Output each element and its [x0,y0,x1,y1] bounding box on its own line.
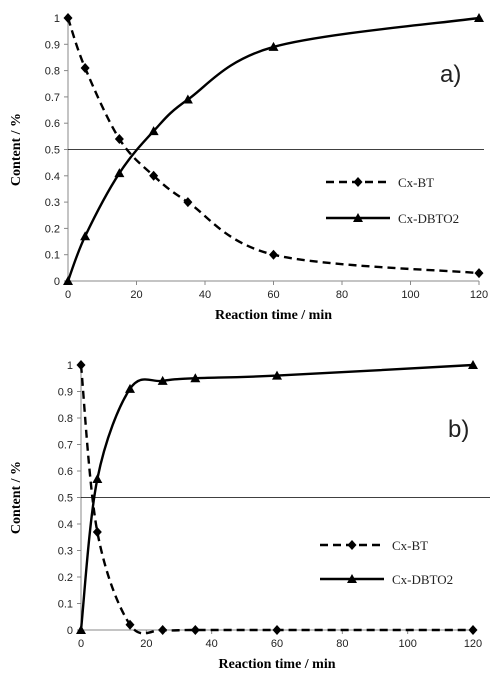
x-tick-label: 60 [271,638,283,650]
diamond-marker [125,619,135,630]
y-axis-title: Content / % [9,461,24,534]
diamond-marker [468,625,478,635]
x-tick-label: 20 [130,289,142,301]
legend-cx-bt-label: Cx-BT [392,538,428,553]
x-tick-label: 20 [140,638,152,650]
cx-bt-line [79,364,473,635]
y-tick-label: 0.4 [58,519,73,531]
y-tick-label: 0.6 [58,466,73,478]
x-tick-label: 100 [398,638,416,650]
x-axis-title: Reaction time / min [218,657,335,672]
y-tick-label: 0.3 [58,546,73,558]
x-tick-label: 0 [65,289,71,301]
legend-cx-dbto2-label: Cx-DBTO2 [392,572,453,587]
legend-cx-dbto2-marker [347,574,357,583]
triangle-marker [268,41,279,51]
diamond-marker [92,526,102,537]
legend-cx-dbto2-marker [353,213,363,222]
y-tick-label: 0.2 [45,223,60,235]
triangle-marker [92,473,103,483]
y-tick-label: 0.2 [58,572,73,584]
diamond-marker [114,133,124,144]
series-cx-bt [76,360,478,635]
x-tick-label: 40 [199,289,211,301]
chart-b: 0 0.1 0.2 0.3 0.4 0.5 0.6 0.7 0.8 0.9 1 0 20 40 60 80 10… [9,360,490,672]
y-axis-title: Content / % [9,113,24,186]
diamond-marker [474,268,484,279]
cx-bt-line [66,17,480,275]
diamond-marker [63,13,73,23]
x-tick-label: 120 [470,289,488,301]
y-tick-label: 0.7 [45,92,60,104]
diamond-marker [149,170,159,181]
chart-a: 0 0.1 0.2 0.3 0.4 0.5 0.6 0.7 0.8 0.9 1 0 20 40 60 80 10… [9,13,488,323]
y-tick-label: 0.9 [45,39,60,51]
y-tick-label: 0.1 [58,599,73,611]
y-tick-label: 0.8 [45,66,60,78]
legend-cx-bt-marker [353,177,363,187]
diamond-marker [183,197,193,208]
triangle-marker [157,375,168,385]
legend-cx-bt-marker [347,540,357,550]
y-tick-label: 0.8 [58,413,73,425]
diamond-marker [269,249,278,260]
y-tick-label: 0.4 [45,171,60,183]
triangle-marker [148,126,159,136]
series-cx-dbto2 [76,360,478,634]
x-tick-label: 40 [206,638,218,650]
diamond-marker [190,625,200,635]
series-cx-bt [63,13,484,279]
x-tick-label: 60 [267,289,279,301]
x-tick-label: 120 [464,638,482,650]
triangle-marker [114,168,125,178]
series-cx-dbto2 [63,13,484,285]
triangle-marker [80,231,91,241]
triangle-marker [125,383,135,393]
diamond-marker [76,360,86,370]
y-tick-label: 0.7 [58,440,73,452]
legend-cx-dbto2-label: Cx-DBTO2 [398,211,459,226]
triangle-marker [468,360,478,369]
triangle-marker [272,370,282,380]
panel-label: b) [448,416,469,443]
legend-cx-bt-label: Cx-BT [398,175,434,190]
diamond-marker [272,625,282,635]
triangle-marker [190,373,201,383]
y-tick-label: 0 [54,276,60,288]
y-tick-label: 0.3 [45,197,60,209]
y-tick-label: 0.6 [45,118,60,130]
x-tick-label: 100 [401,289,419,301]
triangle-marker [182,94,193,104]
x-axis-title: Reaction time / min [215,308,332,323]
triangle-marker [474,13,484,22]
y-tick-label: 0.9 [58,387,73,399]
x-tick-label: 80 [336,289,348,301]
triangle-marker [63,276,73,285]
diamond-marker [80,62,90,73]
y-tick-label: 1 [54,13,60,25]
panel-label: a) [440,61,461,88]
y-tick-label: 0.5 [58,493,73,505]
y-tick-label: 0.5 [45,145,60,157]
y-tick-label: 0 [67,625,73,637]
x-tick-label: 80 [336,638,348,650]
y-tick-label: 1 [67,360,73,372]
triangle-marker [76,625,86,634]
y-tick-label: 0.1 [45,250,60,262]
x-tick-label: 0 [78,638,84,650]
cx-dbto2-line [66,16,480,282]
diamond-marker [158,625,168,635]
